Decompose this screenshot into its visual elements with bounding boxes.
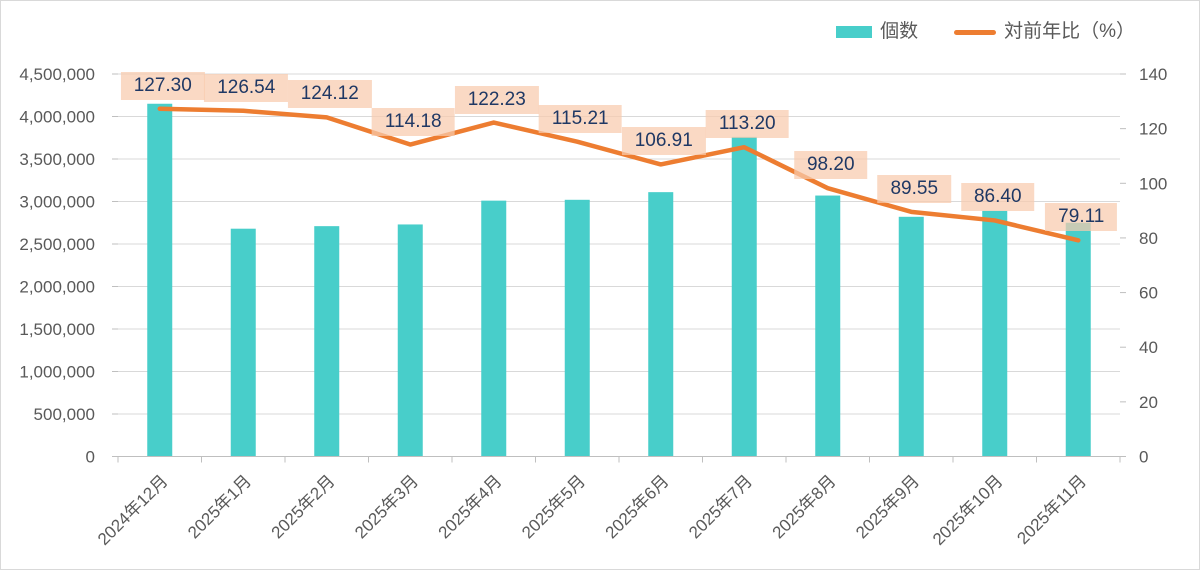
- right-axis-tick-label: 60: [1139, 284, 1158, 303]
- x-axis-label-2025年8月: 2025年8月: [769, 471, 840, 542]
- right-axis-tick-label: 20: [1139, 393, 1158, 412]
- x-axis-label-2025年10月: 2025年10月: [929, 471, 1007, 549]
- x-axis-label-2025年3月: 2025年3月: [351, 471, 422, 542]
- x-axis-label-2025年1月: 2025年1月: [184, 471, 255, 542]
- bar-2025年11月: [1065, 222, 1091, 457]
- x-axis-label-2025年7月: 2025年7月: [685, 471, 756, 542]
- left-axis-tick-label: 4,000,000: [19, 108, 95, 127]
- line-series-swatch-icon: [954, 29, 997, 35]
- legend-item-bar-series: 個数: [836, 20, 918, 44]
- right-axis-tick-label: 140: [1139, 65, 1167, 84]
- left-axis-tick-label: 3,000,000: [19, 193, 95, 212]
- left-axis-tick-label: 4,500,000: [19, 65, 95, 84]
- bar-2025年4月: [481, 200, 507, 457]
- x-axis-label-2024年12月: 2024年12月: [94, 471, 172, 549]
- left-axis-tick-label: 3,500,000: [19, 150, 95, 169]
- right-axis-tick-label: 100: [1139, 174, 1167, 193]
- legend-label-line-series: 対前年比（%）: [1004, 21, 1135, 42]
- x-axis-label-2025年11月: 2025年11月: [1013, 471, 1090, 548]
- left-axis-tick-label: 1,500,000: [19, 320, 95, 339]
- right-axis-tick-label: 80: [1139, 229, 1158, 248]
- right-axis-tick-label: 120: [1139, 120, 1167, 139]
- x-axis-label-2025年4月: 2025年4月: [435, 471, 506, 542]
- bar-2025年6月: [648, 192, 674, 457]
- bar-series-swatch-icon: [836, 26, 873, 38]
- left-axis-tick-label: 1,000,000: [19, 363, 95, 382]
- bar-2025年1月: [230, 228, 256, 457]
- left-axis-tick-label: 500,000: [34, 405, 95, 424]
- bar-2025年5月: [564, 199, 590, 457]
- x-axis-label-2025年5月: 2025年5月: [518, 471, 589, 542]
- bar-2025年8月: [815, 195, 841, 457]
- bar-2025年7月: [731, 136, 757, 457]
- left-axis-tick-label: 2,500,000: [19, 235, 95, 254]
- x-axis-label-2025年2月: 2025年2月: [268, 471, 339, 542]
- x-axis-label-2025年9月: 2025年9月: [852, 471, 923, 542]
- legend-label-bar-series: 個数: [880, 21, 919, 42]
- bar-2025年10月: [982, 210, 1008, 457]
- right-axis-tick-label: 0: [1139, 448, 1148, 467]
- bar-2025年2月: [314, 226, 340, 457]
- legend-item-line-series: 対前年比（%）: [954, 20, 1135, 44]
- bar-2025年9月: [898, 216, 924, 457]
- line-series: [157, 106, 1081, 243]
- right-axis-tick-label: 40: [1139, 338, 1158, 357]
- x-axis-label-2025年6月: 2025年6月: [602, 471, 673, 542]
- bar-2024年12月: [147, 103, 173, 457]
- bar-2025年3月: [397, 224, 423, 457]
- legend: 個数 対前年比（%）: [836, 20, 1135, 44]
- left-axis-tick-label: 2,000,000: [19, 278, 95, 297]
- left-axis-tick-label: 0: [86, 448, 95, 467]
